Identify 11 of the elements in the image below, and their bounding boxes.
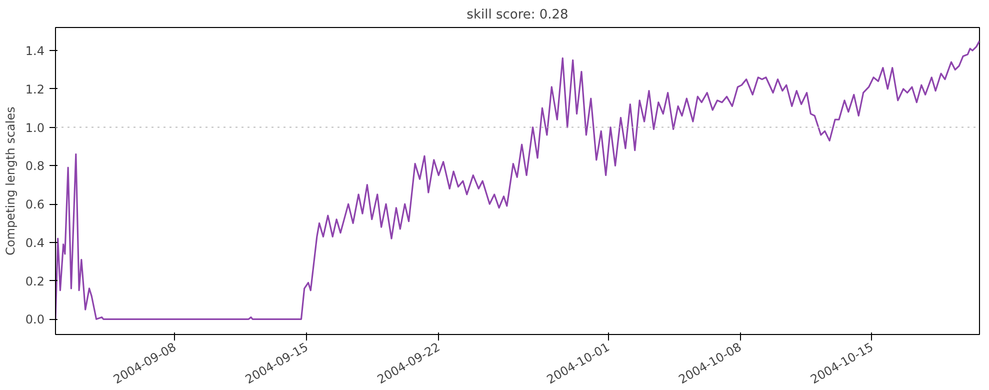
- line-series: [56, 40, 980, 320]
- y-tick-label: 1.4: [25, 44, 45, 58]
- y-axis-title: Competing length scales: [3, 106, 18, 256]
- y-tick-label: 0.4: [25, 236, 45, 250]
- y-tick-label: 0.8: [25, 159, 45, 174]
- chart-title: skill score: 0.28: [466, 8, 568, 22]
- y-tick-label: 0.6: [25, 198, 45, 212]
- y-tick-label: 0.2: [25, 274, 45, 288]
- y-tick-label: 1.0: [25, 120, 45, 135]
- y-tick-label: 0.0: [25, 312, 45, 327]
- y-tick-label: 1.2: [25, 82, 45, 96]
